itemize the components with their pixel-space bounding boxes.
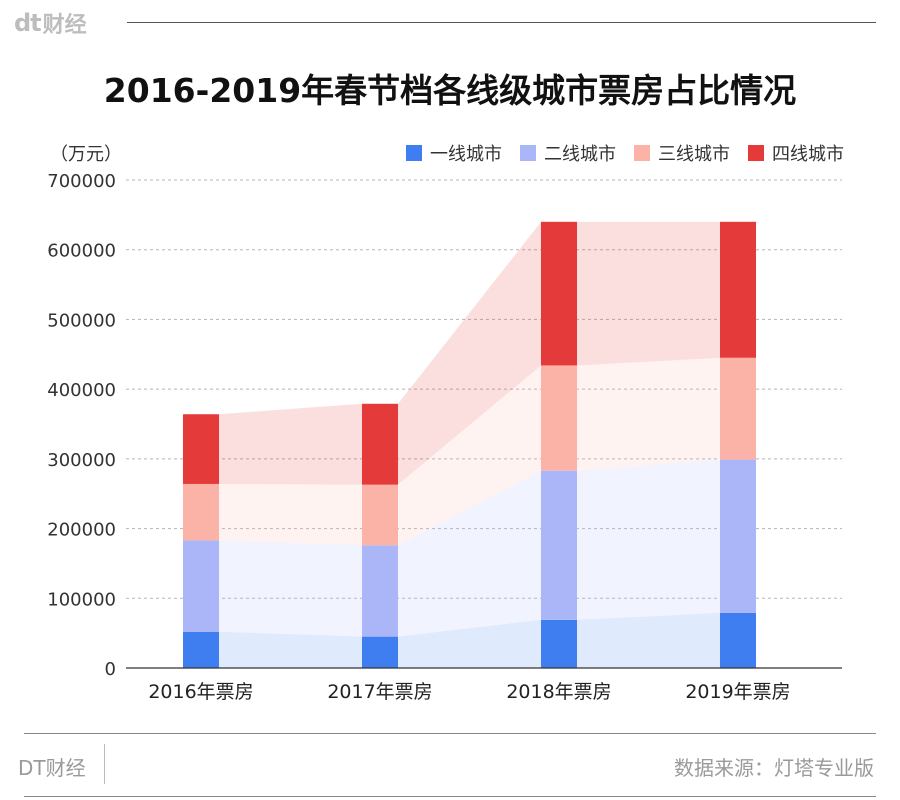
- header-divider: [127, 22, 876, 23]
- x-tick-label: 2016年票房: [148, 681, 253, 703]
- bar-segment-2-0: [183, 483, 219, 541]
- bar-segment-1-0: [183, 540, 219, 632]
- band-0-0: [219, 631, 362, 668]
- band-2-2: [577, 357, 720, 471]
- legend-swatch-3: [748, 145, 764, 161]
- y-tick-label: 300000: [47, 450, 116, 471]
- band-2-1: [398, 365, 541, 546]
- legend-item-1: 二线城市: [520, 140, 616, 166]
- bar-segment-0-1: [362, 636, 398, 668]
- bar-segment-3-1: [362, 403, 398, 485]
- bar-segment-3-2: [541, 221, 577, 366]
- brand-logo: dt 财经: [14, 6, 87, 40]
- band-1-1: [398, 470, 541, 637]
- legend-swatch-0: [406, 145, 422, 161]
- footer-divider-bottom: [24, 796, 876, 797]
- footer-brand: DT财经: [18, 756, 86, 780]
- band-2-0: [219, 483, 362, 546]
- x-tick-label: 2017年票房: [327, 681, 432, 703]
- y-tick-label: 600000: [47, 241, 116, 262]
- bar-segment-1-3: [720, 459, 756, 613]
- bar-segment-1-1: [362, 545, 398, 637]
- brand-name: 财经: [42, 13, 87, 38]
- band-3-0: [219, 403, 362, 485]
- legend-swatch-1: [520, 145, 536, 161]
- bar-segment-1-2: [541, 470, 577, 620]
- data-source: 数据来源：灯塔专业版: [674, 756, 874, 780]
- y-tick-label: 0: [105, 659, 116, 680]
- y-tick-label: 200000: [47, 520, 116, 541]
- bar-segment-2-1: [362, 484, 398, 546]
- band-0-1: [398, 619, 541, 668]
- legend-label-2: 三线城市: [658, 144, 730, 165]
- footer-divider-top: [24, 733, 876, 734]
- bar-segment-2-2: [541, 365, 577, 471]
- band-1-2: [577, 459, 720, 620]
- legend: 一线城市 二线城市 三线城市 四线城市: [406, 140, 844, 166]
- legend-item-0: 一线城市: [406, 140, 502, 166]
- bar-segment-3-0: [183, 414, 219, 484]
- legend-item-2: 三线城市: [634, 140, 730, 166]
- x-tick-label: 2019年票房: [685, 681, 790, 703]
- brand-mark: dt: [14, 9, 42, 37]
- legend-swatch-2: [634, 145, 650, 161]
- bar-segment-2-3: [720, 357, 756, 460]
- band-0-2: [577, 612, 720, 668]
- bar-segment-0-2: [541, 619, 577, 668]
- legend-label-1: 二线城市: [544, 144, 616, 165]
- chart-title: 2016-2019年春节档各线级城市票房占比情况: [103, 71, 797, 110]
- x-tick-label: 2018年票房: [506, 681, 611, 703]
- y-tick-label: 100000: [47, 589, 116, 610]
- legend-label-0: 一线城市: [430, 144, 502, 165]
- legend-label-3: 四线城市: [772, 144, 844, 165]
- y-tick-label: 500000: [47, 310, 116, 331]
- footer-separator: [104, 744, 105, 784]
- band-3-1: [398, 221, 541, 485]
- legend-item-3: 四线城市: [748, 140, 844, 166]
- bar-segment-3-3: [720, 221, 756, 358]
- y-tick-label: 700000: [47, 171, 116, 192]
- band-1-0: [219, 540, 362, 637]
- y-axis-unit: （万元）: [50, 144, 122, 165]
- bar-segment-0-0: [183, 631, 219, 668]
- band-3-2: [577, 221, 720, 366]
- y-tick-label: 400000: [47, 380, 116, 401]
- bar-segment-0-3: [720, 612, 756, 668]
